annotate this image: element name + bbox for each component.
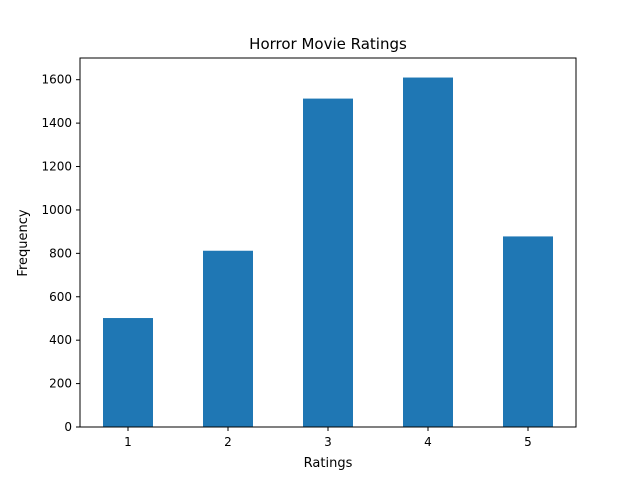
chart-title: Horror Movie Ratings: [249, 35, 407, 53]
y-tick-label: 1600: [41, 73, 72, 87]
x-axis: 1 2 3 4 5: [124, 427, 532, 449]
x-tick-label: 3: [324, 435, 332, 449]
y-axis-label: Frequency: [16, 209, 31, 276]
y-tick-label: 600: [49, 290, 72, 304]
bar-2: [203, 250, 253, 427]
x-axis-label: Ratings: [304, 456, 353, 471]
y-tick-label: 800: [49, 246, 72, 260]
bar-3: [303, 98, 353, 427]
y-tick-label: 1400: [41, 116, 72, 130]
x-tick-label: 2: [224, 435, 232, 449]
x-tick-label: 1: [124, 435, 132, 449]
x-tick-label: 5: [524, 435, 532, 449]
y-tick-label: 1000: [41, 203, 72, 217]
y-tick-label: 200: [49, 377, 72, 391]
x-tick-label: 4: [424, 435, 432, 449]
bar-1: [103, 318, 153, 427]
plot-frame: [79, 57, 577, 428]
bar-5: [503, 236, 553, 427]
y-axis: 0 200 400 600 800 1000 1200 1400 1600: [41, 73, 80, 434]
y-tick-label: 400: [49, 333, 72, 347]
y-tick-label: 0: [64, 420, 72, 434]
bar-4: [403, 77, 453, 428]
bars-group: [103, 77, 553, 428]
y-tick-label: 1200: [41, 160, 72, 174]
